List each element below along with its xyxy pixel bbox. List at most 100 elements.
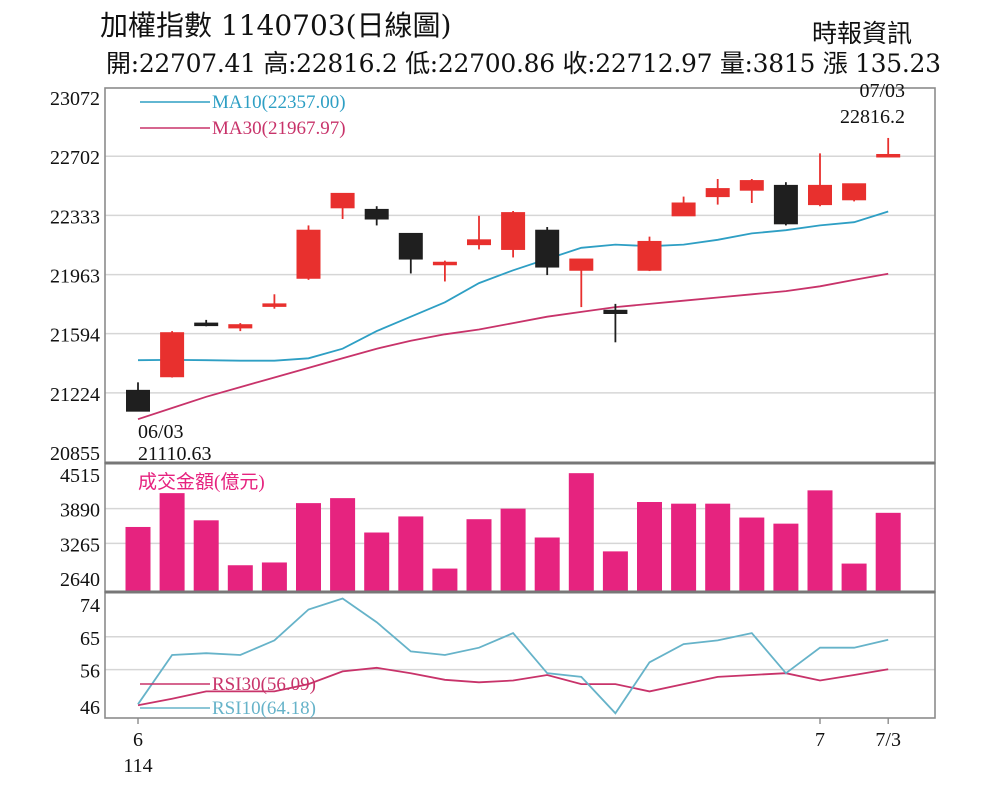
candle-body bbox=[398, 232, 423, 260]
volume-bar bbox=[500, 508, 526, 592]
candle-body bbox=[842, 183, 867, 201]
ma10-legend: MA10(22357.00) bbox=[212, 92, 346, 113]
rsi-tick-label: 65 bbox=[80, 628, 100, 650]
volume-bar bbox=[261, 562, 287, 592]
candle bbox=[398, 232, 423, 274]
ma10-line bbox=[137, 210, 889, 362]
volume-bar bbox=[398, 516, 424, 592]
chart-title: 加權指數 1140703(日線圖) bbox=[100, 9, 452, 42]
candle-body bbox=[637, 240, 662, 271]
candle-body bbox=[160, 332, 185, 378]
candle-body bbox=[262, 303, 287, 307]
candle-body bbox=[671, 202, 696, 217]
x-tick-label: 6 bbox=[133, 729, 143, 751]
ohlc-summary: 開:22707.41 高:22816.2 低:22700.86 收:22712.… bbox=[106, 49, 941, 78]
candle bbox=[603, 303, 628, 343]
ma30-line bbox=[137, 272, 889, 421]
candle bbox=[364, 206, 389, 226]
rsi10-legend: RSI10(64.18) bbox=[212, 698, 316, 719]
candle-body bbox=[126, 389, 150, 412]
candle bbox=[126, 382, 150, 412]
candle bbox=[262, 294, 287, 309]
moving-average-lines bbox=[137, 210, 889, 421]
panel-frame bbox=[104, 87, 936, 464]
volume-title: 成交金額(億元) bbox=[138, 471, 265, 493]
volume-bar bbox=[568, 473, 594, 592]
source-label: 時報資訊 bbox=[812, 19, 913, 48]
candle bbox=[739, 178, 764, 204]
candlesticks bbox=[126, 137, 901, 412]
volume-bar bbox=[296, 503, 321, 592]
volume-bar bbox=[432, 568, 458, 592]
candle-body bbox=[739, 180, 764, 191]
volume-bar bbox=[227, 565, 253, 592]
candle bbox=[535, 227, 560, 276]
candle bbox=[705, 178, 730, 205]
candle-body bbox=[535, 229, 560, 268]
candle bbox=[330, 192, 355, 220]
candle bbox=[160, 331, 185, 378]
volume-bar bbox=[193, 520, 219, 592]
rsi-tick-label: 46 bbox=[80, 697, 100, 719]
candle bbox=[194, 319, 219, 327]
candle-body bbox=[501, 212, 526, 250]
volume-tick-label: 4515 bbox=[60, 465, 100, 487]
volume-bar bbox=[875, 512, 901, 592]
candle-body bbox=[194, 322, 219, 327]
candle bbox=[432, 260, 457, 282]
candle bbox=[296, 225, 321, 280]
rsi30-legend: RSI30(56.09) bbox=[212, 674, 316, 695]
volume-bar bbox=[364, 532, 390, 592]
rsi-tick-label: 74 bbox=[80, 595, 100, 617]
grid-lines bbox=[105, 155, 935, 671]
candle-body bbox=[569, 258, 594, 271]
candle-body bbox=[228, 324, 253, 329]
rsi10-line bbox=[137, 597, 889, 715]
candle bbox=[876, 137, 901, 158]
year-label: 114 bbox=[123, 755, 152, 777]
volume-bar bbox=[739, 517, 765, 592]
candle bbox=[808, 153, 832, 207]
candle-body bbox=[773, 184, 798, 225]
volume-bar bbox=[466, 519, 492, 592]
candle-body bbox=[603, 309, 628, 314]
price-tick-label: 21224 bbox=[50, 384, 100, 406]
x-tick-label: 7/3 bbox=[875, 729, 901, 751]
price-tick-label: 22702 bbox=[50, 147, 100, 169]
candle bbox=[671, 196, 696, 217]
volume-tick-label: 2640 bbox=[60, 569, 100, 591]
candle bbox=[773, 182, 798, 226]
volume-bar bbox=[773, 523, 799, 592]
price-tick-label: 22333 bbox=[50, 206, 100, 228]
volume-bar bbox=[841, 563, 867, 592]
price-tick-label: 21963 bbox=[50, 266, 100, 288]
price-tick-label: 20855 bbox=[50, 443, 100, 465]
candle-body bbox=[364, 208, 389, 220]
price-tick-label: 23072 bbox=[50, 88, 100, 110]
candle bbox=[842, 183, 867, 202]
low-value-label: 21110.63 bbox=[138, 443, 212, 465]
candle bbox=[228, 323, 253, 332]
volume-tick-label: 3890 bbox=[60, 500, 100, 522]
volume-bar bbox=[534, 537, 560, 592]
volume-bars bbox=[125, 473, 901, 592]
x-tick-label: 7 bbox=[815, 729, 825, 751]
rsi-tick-label: 56 bbox=[80, 661, 100, 683]
volume-bar bbox=[159, 493, 185, 592]
volume-bar bbox=[705, 503, 731, 592]
ma30-legend: MA30(21967.97) bbox=[212, 118, 346, 139]
rsi-lines bbox=[137, 597, 889, 715]
volume-bar bbox=[125, 526, 151, 592]
low-date-label: 06/03 bbox=[138, 421, 184, 443]
high-date-label: 07/03 bbox=[859, 80, 905, 102]
candle-body bbox=[705, 188, 730, 198]
volume-tick-label: 3265 bbox=[60, 534, 100, 556]
candle bbox=[637, 236, 662, 272]
candle-body bbox=[467, 239, 491, 246]
candle bbox=[569, 258, 594, 308]
volume-bar bbox=[807, 490, 833, 592]
volume-bar bbox=[671, 503, 697, 592]
volume-bar bbox=[602, 551, 628, 592]
candle-body bbox=[432, 261, 457, 266]
